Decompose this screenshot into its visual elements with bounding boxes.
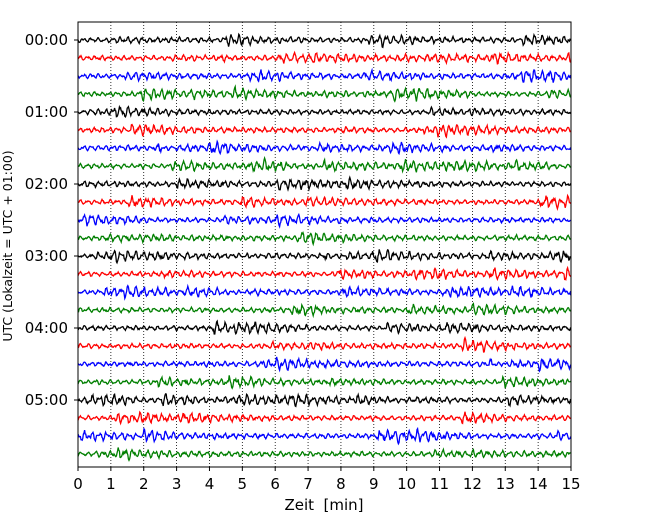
x-tick-label: 2 bbox=[139, 475, 149, 493]
x-tick-label: 4 bbox=[205, 475, 215, 493]
y-tick-label: 01:00 bbox=[25, 103, 68, 121]
x-tick-label: 14 bbox=[529, 475, 548, 493]
trace-line bbox=[77, 155, 571, 174]
trace-line bbox=[77, 212, 571, 229]
y-tick-label: 03:00 bbox=[25, 247, 68, 265]
x-tick-label: 0 bbox=[73, 475, 83, 493]
trace-line bbox=[77, 356, 572, 373]
x-axis-label: Zeit [min] bbox=[284, 496, 363, 514]
trace-line bbox=[77, 50, 572, 66]
x-tick-label: 8 bbox=[336, 475, 346, 493]
x-tick-label: 3 bbox=[172, 475, 182, 493]
trace-line bbox=[77, 231, 571, 247]
trace-line bbox=[77, 374, 572, 390]
x-tick-label: 5 bbox=[238, 475, 248, 493]
y-axis-label: UTC (Lokalzeit = UTC + 01:00) bbox=[0, 150, 15, 341]
trace-line bbox=[77, 335, 572, 353]
y-tick-label: 00:00 bbox=[25, 31, 68, 49]
x-tick-label: 15 bbox=[561, 475, 580, 493]
grid bbox=[110, 22, 539, 467]
trace-line bbox=[77, 410, 571, 426]
trace-line bbox=[77, 392, 572, 408]
trace-line bbox=[77, 67, 572, 84]
trace-line bbox=[77, 447, 571, 462]
x-tick-label: 9 bbox=[369, 475, 379, 493]
x-tick-label: 11 bbox=[430, 475, 449, 493]
plot-frame bbox=[77, 21, 572, 468]
trace-line bbox=[77, 265, 572, 282]
trace-line bbox=[77, 104, 572, 119]
x-tick-label: 12 bbox=[463, 475, 482, 493]
y-tick-label: 04:00 bbox=[25, 319, 68, 337]
trace-line bbox=[77, 123, 571, 139]
traces bbox=[77, 32, 572, 462]
trace-line bbox=[77, 319, 572, 336]
x-tick-label: 10 bbox=[397, 475, 416, 493]
x-tick-label: 7 bbox=[303, 475, 313, 493]
trace-line bbox=[77, 193, 572, 212]
trace-line bbox=[77, 139, 572, 156]
trace-line bbox=[77, 302, 572, 319]
trace-line bbox=[77, 426, 572, 446]
trace-line bbox=[77, 249, 571, 265]
x-tick-label: 6 bbox=[270, 475, 280, 493]
x-tick-label: 1 bbox=[106, 475, 116, 493]
x-tick-label: 13 bbox=[496, 475, 515, 493]
trace-line bbox=[77, 32, 572, 49]
trace-line bbox=[77, 283, 572, 301]
y-tick-label: 02:00 bbox=[25, 175, 68, 193]
y-tick-label: 05:00 bbox=[25, 391, 68, 409]
trace-line bbox=[77, 175, 572, 192]
x-axis: 0 1 2 3 4 5 6 7 8 9 10 11 12 13 14 15 bbox=[73, 467, 581, 493]
trace-line bbox=[77, 84, 572, 103]
y-axis: 00:00 01:00 02:00 03:00 04:00 05:00 bbox=[25, 31, 78, 409]
